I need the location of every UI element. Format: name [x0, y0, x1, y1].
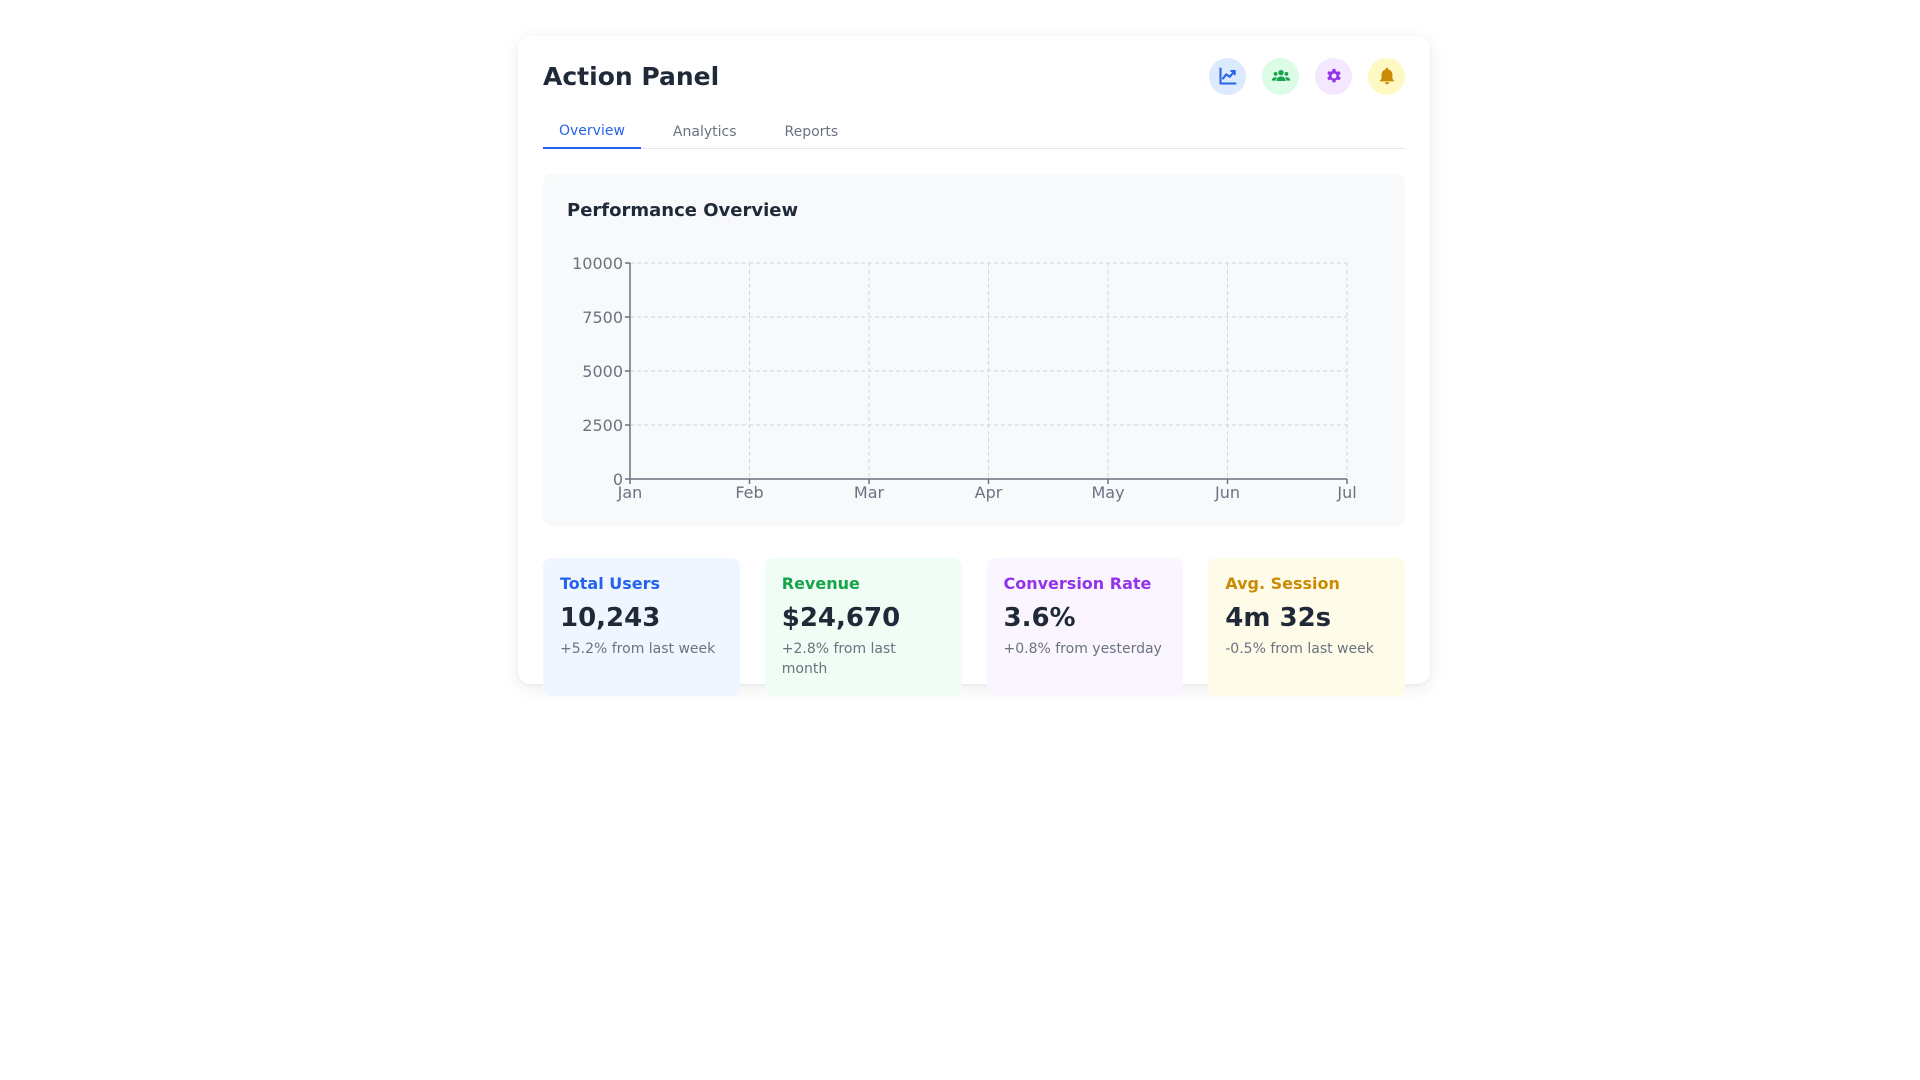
stat-value: 3.6% [1003, 603, 1076, 633]
stat-value: $24,670 [781, 603, 901, 633]
stat-card-total-users: Total Users 10,243 +5.2% from last week [543, 558, 740, 696]
tab-overview[interactable]: Overview [543, 116, 641, 149]
chart-x-tick-label: Mar [854, 483, 885, 502]
chart-y-tick-label: 0 [613, 470, 623, 489]
header-icon-group [1209, 57, 1405, 95]
chart-x-tick-label: Feb [735, 483, 763, 502]
gear-icon[interactable] [1315, 57, 1352, 95]
action-panel: Action Panel [518, 36, 1430, 696]
stat-label: Total Users [560, 574, 661, 593]
chart-x-tick-label: May [1091, 483, 1124, 502]
chart-x-tick-label: Jan [617, 483, 643, 502]
stat-change: +2.8% from last month [781, 641, 896, 677]
chart-y-tick-label: 5000 [582, 362, 623, 381]
page-title: Action Panel [543, 61, 720, 91]
chart-title: Performance Overview [567, 200, 799, 221]
chart-x-tick-label: Apr [975, 483, 1003, 502]
tab-bar: Overview Analytics Reports [543, 116, 1405, 149]
stat-card-conversion-rate: Conversion Rate 3.6% +0.8% from yesterda… [986, 558, 1184, 696]
chart-y-tick-label: 10000 [572, 254, 623, 273]
panel-header: Action Panel [543, 56, 1405, 96]
performance-chart-card: Performance Overview 0 2500 5000 7500 10000 J… [543, 174, 1405, 526]
performance-chart: 0 2500 5000 7500 10000 Jan Feb Mar Apr May Jun Jul [572, 254, 1357, 502]
bell-icon[interactable] [1368, 57, 1405, 95]
tab-analytics[interactable]: Analytics [672, 124, 737, 140]
stat-change: -0.5% from last week [1225, 641, 1374, 657]
stat-value: 10,243 [560, 603, 661, 633]
stat-change: +5.2% from last week [560, 641, 716, 657]
stat-card-revenue: Revenue $24,670 +2.8% from last month [764, 558, 962, 696]
stat-label: Revenue [781, 574, 860, 593]
stats-row: Total Users 10,243 +5.2% from last week … [543, 558, 1405, 696]
stat-change: +0.8% from yesterday [1003, 641, 1162, 657]
stat-label: Conversion Rate [1003, 574, 1152, 593]
stat-card-avg-session: Avg. Session 4m 32s -0.5% from last week [1208, 558, 1405, 696]
tab-reports[interactable]: Reports [784, 124, 839, 140]
chart-x-tick-label: Jul [1336, 483, 1356, 502]
chart-line-icon[interactable] [1209, 57, 1246, 95]
stat-label: Avg. Session [1225, 574, 1340, 593]
users-icon[interactable] [1262, 57, 1299, 95]
chart-y-tick-label: 2500 [582, 416, 623, 435]
chart-y-tick-label: 7500 [582, 308, 623, 327]
chart-x-tick-label: Jun [1214, 483, 1240, 502]
stat-value: 4m 32s [1225, 603, 1332, 633]
